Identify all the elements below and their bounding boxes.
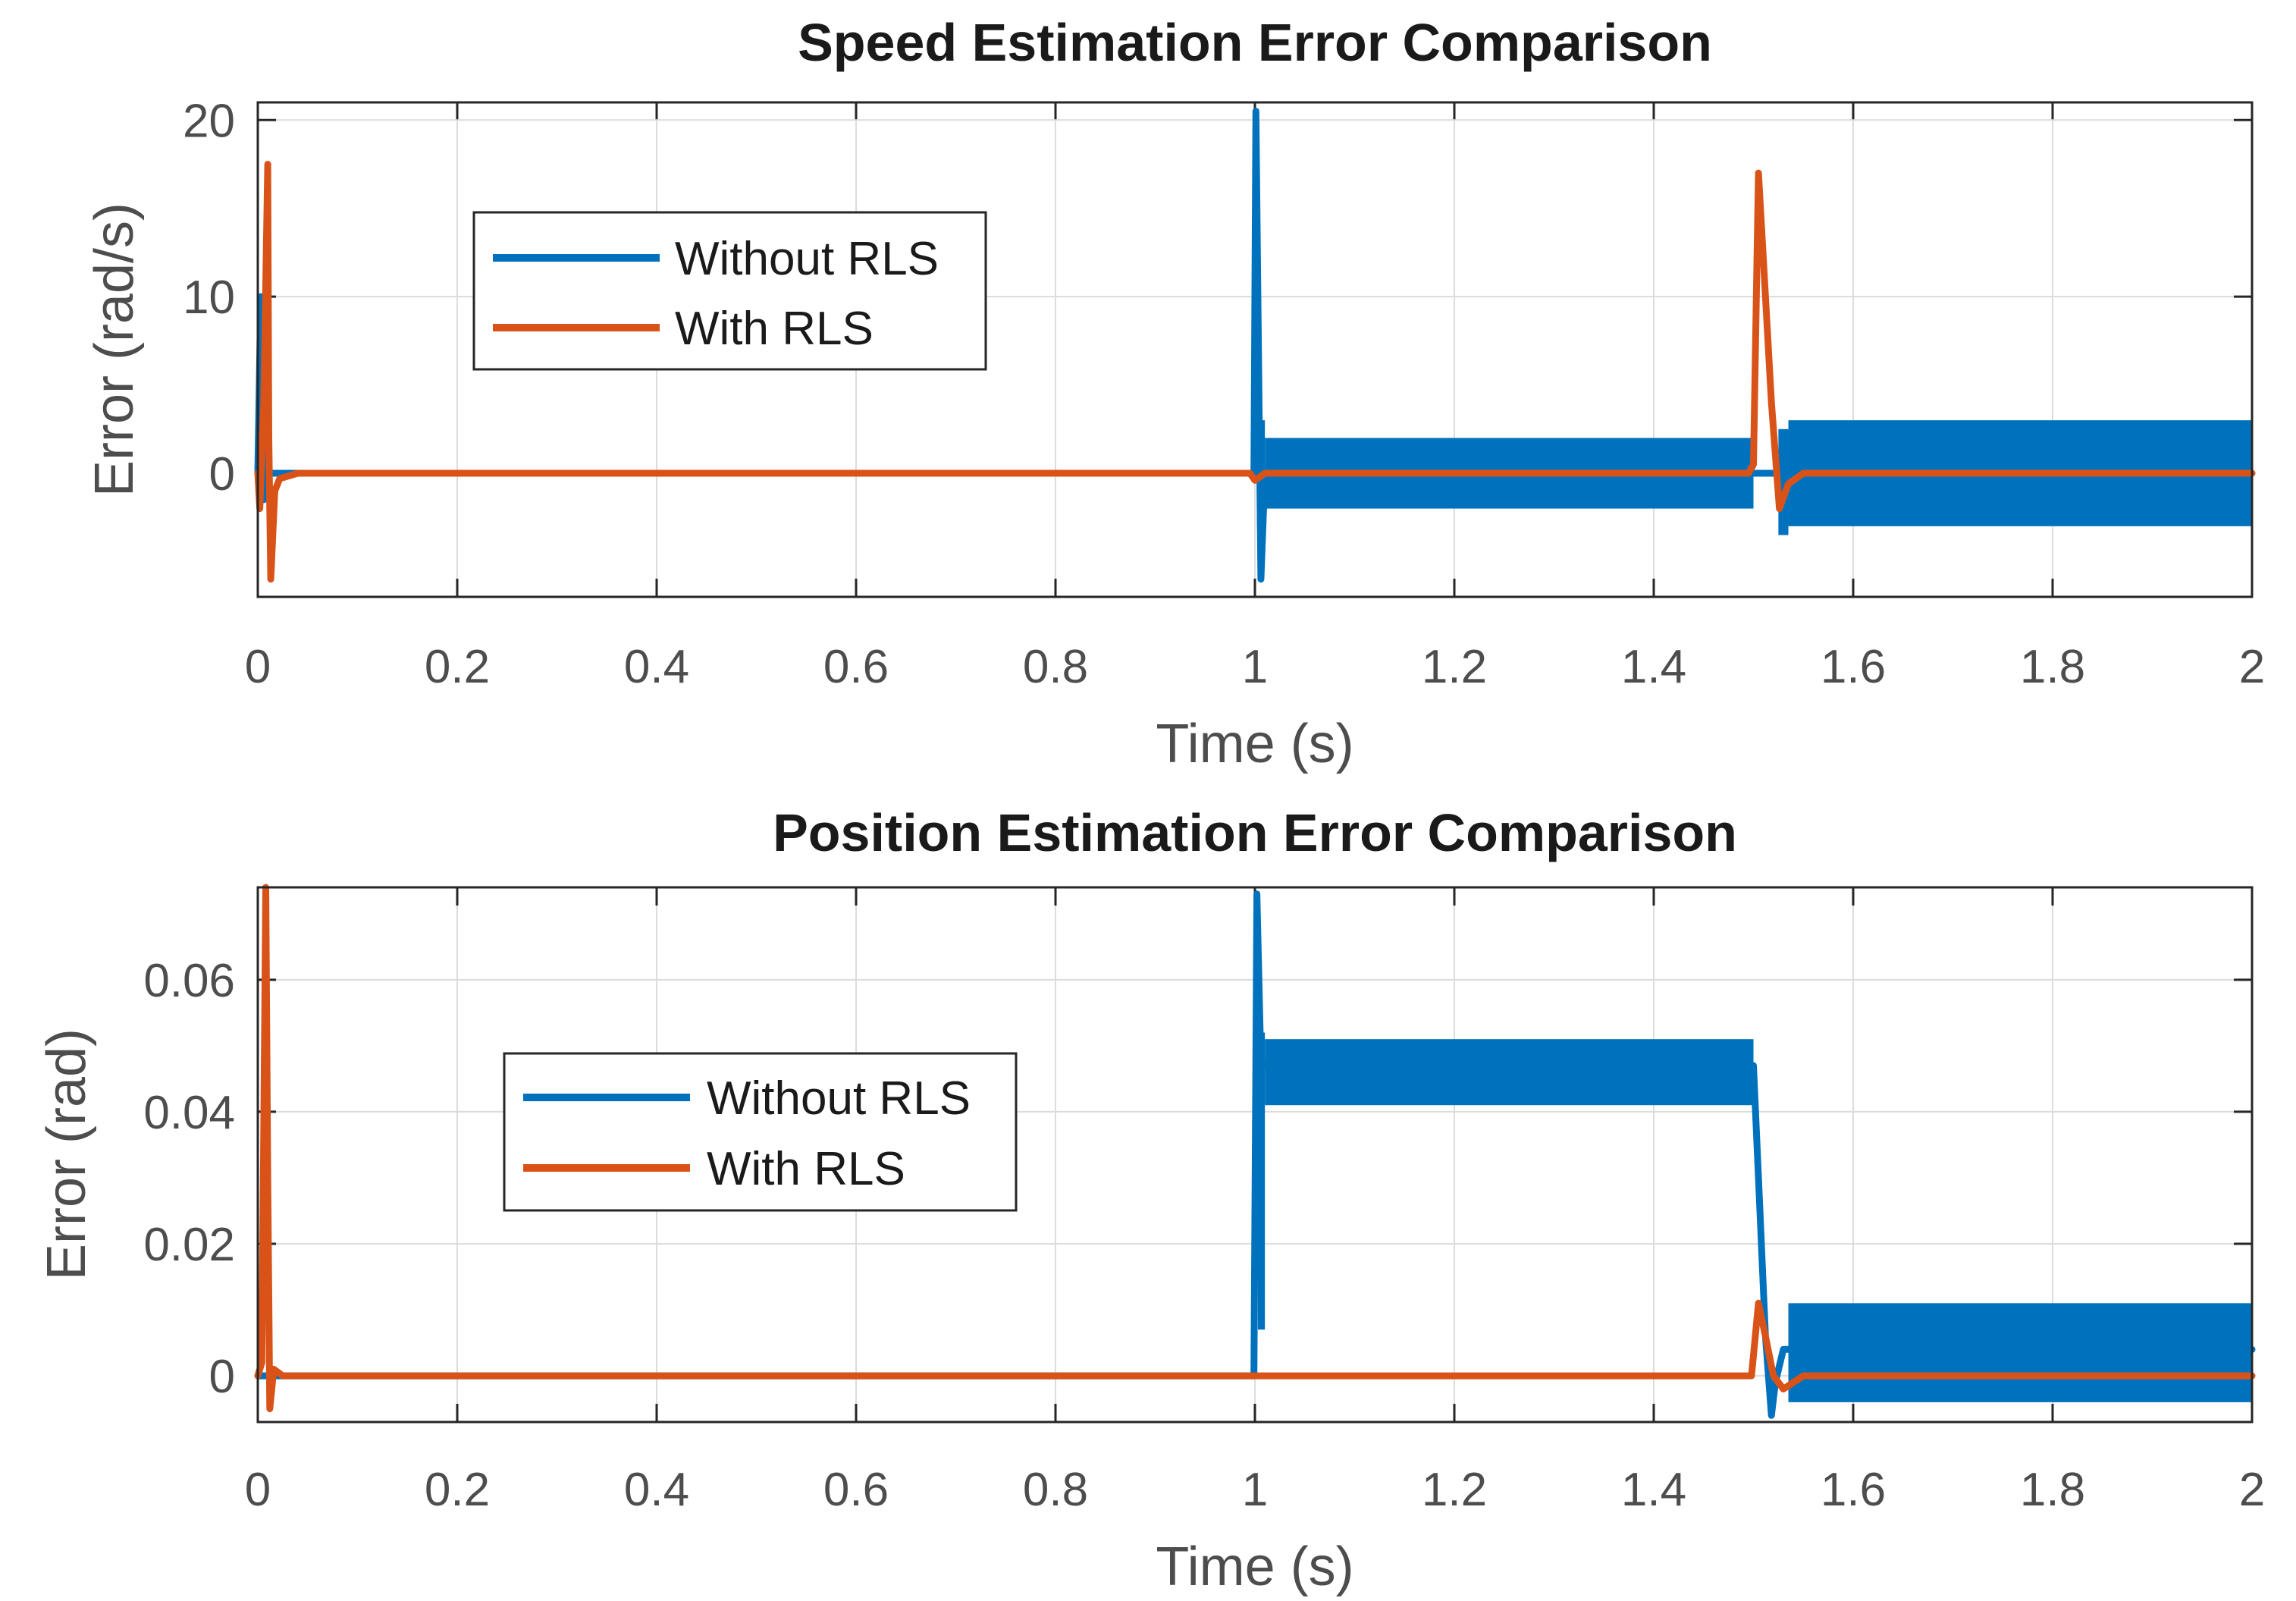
speed-x-tick-label: 1.4 <box>1621 641 1686 693</box>
speed-x-tick-label: 0.6 <box>823 641 889 693</box>
position-x-tick-label: 1.4 <box>1621 1464 1686 1516</box>
position-chart-frame <box>256 886 2254 1424</box>
speed-chart-x-axis-label: Time (s) <box>1156 714 1353 774</box>
position-y-tick-label: 0.02 <box>143 1219 235 1271</box>
position-x-tick-label: 0.6 <box>823 1464 889 1516</box>
speed-chart-frame <box>256 101 2254 598</box>
speed-y-tick-label: 0 <box>209 448 235 501</box>
position-error-chart: Position Estimation Error Comparison 0 0.… <box>36 803 2265 1597</box>
position-x-tick-label: 0.4 <box>624 1464 689 1516</box>
position-band-without-rls <box>1257 1032 1266 1330</box>
speed-chart-x-tick-labels: 0 0.2 0.4 0.6 0.8 1 1.2 1.4 1.6 1.8 2 <box>245 641 2265 693</box>
speed-chart-title: Speed Estimation Error Comparison <box>798 13 1712 72</box>
speed-legend-label-without-rls: Without RLS <box>675 233 939 285</box>
speed-error-chart: Speed Estimation Error Comparison 0 0.2 0.… <box>84 13 2265 774</box>
speed-x-tick-label: 0.8 <box>1023 641 1088 693</box>
position-series-line-without-rls <box>254 890 2256 1419</box>
speed-chart-y-axis-label: Error (rad/s) <box>84 202 145 497</box>
position-chart-lines <box>254 884 2256 1419</box>
speed-y-tick-label: 10 <box>183 272 235 324</box>
speed-x-tick-label: 0.2 <box>425 641 490 693</box>
position-chart-x-tick-labels: 0 0.2 0.4 0.6 0.8 1 1.2 1.4 1.6 1.8 2 <box>245 1464 2265 1516</box>
position-x-tick-label: 1.8 <box>2020 1464 2085 1516</box>
position-chart-legend: Without RLS With RLS <box>503 1052 1018 1212</box>
position-y-tick-label: 0.04 <box>143 1087 235 1139</box>
position-y-tick-label: 0 <box>209 1351 235 1403</box>
speed-chart-legend: Without RLS With RLS <box>472 211 987 371</box>
position-legend-label-with-rls: With RLS <box>707 1143 905 1195</box>
position-x-tick-label: 1.2 <box>1422 1464 1487 1516</box>
position-chart-x-axis-label: Time (s) <box>1156 1537 1353 1597</box>
position-x-tick-label: 2 <box>2239 1464 2265 1516</box>
position-x-tick-label: 0 <box>245 1464 271 1516</box>
speed-x-tick-label: 1 <box>1242 641 1268 693</box>
position-x-tick-label: 0.2 <box>425 1464 490 1516</box>
position-series-line-with-rls <box>254 884 2256 1413</box>
position-y-tick-label: 0.06 <box>143 955 235 1007</box>
speed-x-tick-label: 0 <box>245 641 271 693</box>
position-chart-y-axis-label: Error (rad) <box>36 1028 97 1280</box>
position-x-tick-label: 1.6 <box>1821 1464 1886 1516</box>
speed-y-tick-label: 20 <box>183 95 235 147</box>
speed-series-line-with-rls <box>254 161 2256 583</box>
speed-x-tick-label: 1.2 <box>1422 641 1487 693</box>
position-x-tick-label: 1 <box>1242 1464 1268 1516</box>
position-legend-label-without-rls: Without RLS <box>707 1072 971 1125</box>
speed-chart-y-tick-labels: 0 10 20 <box>183 95 235 501</box>
position-chart-y-tick-labels: 0 0.02 0.04 0.06 <box>143 955 235 1403</box>
speed-x-tick-label: 0.4 <box>624 641 689 693</box>
position-legend-box <box>503 1052 1018 1212</box>
position-chart-title: Position Estimation Error Comparison <box>773 803 1737 862</box>
speed-x-tick-label: 1.8 <box>2020 641 2085 693</box>
speed-x-tick-label: 1.6 <box>1821 641 1886 693</box>
speed-legend-label-with-rls: With RLS <box>675 303 874 355</box>
speed-chart-lines <box>254 108 2256 583</box>
speed-x-tick-label: 2 <box>2239 641 2265 693</box>
position-band-without-rls <box>1265 1039 1754 1106</box>
speed-legend-box <box>472 211 987 371</box>
position-x-tick-label: 0.8 <box>1023 1464 1088 1516</box>
